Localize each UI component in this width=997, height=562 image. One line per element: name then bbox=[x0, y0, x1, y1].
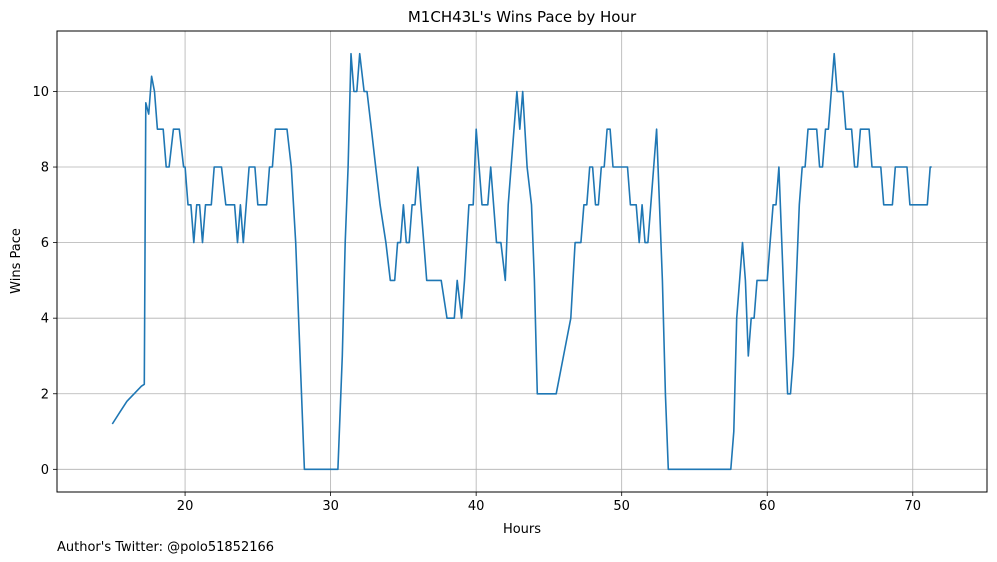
chart-title: M1CH43L's Wins Pace by Hour bbox=[408, 8, 637, 26]
series-line-wins-pace bbox=[111, 52, 932, 471]
x-tick-label: 30 bbox=[322, 499, 339, 514]
y-tick-label: 0 bbox=[41, 463, 49, 478]
y-axis-ticks: 0 2 4 6 8 10 bbox=[32, 85, 57, 478]
plot-frame bbox=[56, 30, 988, 493]
y-tick-label: 2 bbox=[41, 387, 49, 402]
x-tick-label: 70 bbox=[905, 499, 922, 514]
x-tick-label: 40 bbox=[468, 499, 485, 514]
y-tick-label: 6 bbox=[41, 236, 49, 251]
y-tick-label: 4 bbox=[41, 312, 49, 327]
x-tick-label: 20 bbox=[177, 499, 194, 514]
y-tick-label: 10 bbox=[32, 85, 49, 100]
series-layer bbox=[111, 52, 932, 471]
author-footnote: Author's Twitter: @polo51852166 bbox=[57, 540, 274, 555]
y-axis-label: Wins Pace bbox=[9, 228, 24, 294]
x-tick-label: 60 bbox=[759, 499, 776, 514]
grid-lines bbox=[57, 31, 987, 492]
x-axis-label: Hours bbox=[503, 522, 541, 537]
y-tick-label: 8 bbox=[41, 161, 49, 176]
x-axis-ticks: 20 30 40 50 60 70 bbox=[177, 492, 921, 514]
x-tick-label: 50 bbox=[613, 499, 630, 514]
